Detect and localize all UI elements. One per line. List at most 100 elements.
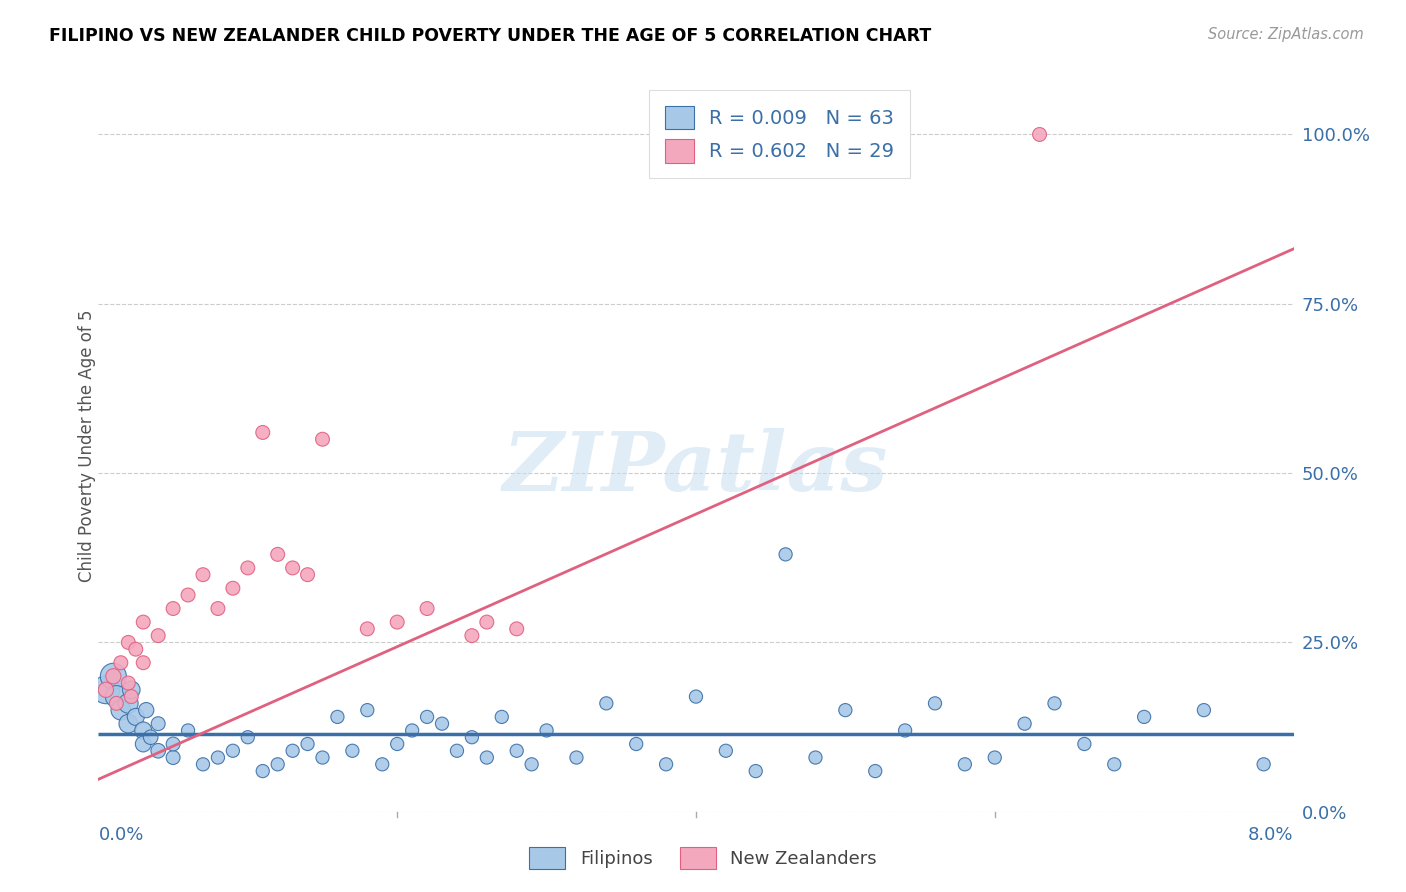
Point bbox=[745, 764, 768, 778]
Point bbox=[207, 750, 229, 764]
Point bbox=[125, 642, 148, 657]
Point bbox=[162, 601, 184, 615]
Point bbox=[371, 757, 394, 772]
Point bbox=[117, 676, 139, 690]
Point bbox=[132, 723, 155, 738]
Point bbox=[117, 697, 139, 711]
Point bbox=[536, 723, 558, 738]
Point bbox=[103, 669, 125, 683]
Legend: R = 0.009   N = 63, R = 0.602   N = 29: R = 0.009 N = 63, R = 0.602 N = 29 bbox=[650, 90, 910, 178]
Point bbox=[775, 547, 797, 561]
Point bbox=[1073, 737, 1095, 751]
Text: FILIPINO VS NEW ZEALANDER CHILD POVERTY UNDER THE AGE OF 5 CORRELATION CHART: FILIPINO VS NEW ZEALANDER CHILD POVERTY … bbox=[49, 27, 931, 45]
Point bbox=[506, 744, 529, 758]
Point bbox=[506, 622, 529, 636]
Point bbox=[685, 690, 707, 704]
Point bbox=[94, 682, 117, 697]
Point bbox=[252, 764, 274, 778]
Point bbox=[191, 567, 214, 582]
Point bbox=[626, 737, 648, 751]
Point bbox=[595, 697, 617, 711]
Point bbox=[446, 744, 468, 758]
Text: ZIPatlas: ZIPatlas bbox=[503, 428, 889, 508]
Point bbox=[132, 737, 155, 751]
Point bbox=[148, 716, 170, 731]
Point bbox=[105, 690, 128, 704]
Point bbox=[148, 629, 170, 643]
Point bbox=[475, 750, 498, 764]
Point bbox=[385, 737, 409, 751]
Point bbox=[416, 601, 439, 615]
Point bbox=[177, 588, 200, 602]
Point bbox=[162, 750, 184, 764]
Point bbox=[953, 757, 976, 772]
Text: 8.0%: 8.0% bbox=[1249, 826, 1294, 845]
Point bbox=[177, 723, 200, 738]
Point bbox=[222, 581, 245, 595]
Point bbox=[94, 682, 117, 697]
Point bbox=[281, 744, 304, 758]
Point bbox=[311, 750, 333, 764]
Point bbox=[252, 425, 274, 440]
Legend: Filipinos, New Zealanders: Filipinos, New Zealanders bbox=[522, 839, 884, 876]
Point bbox=[222, 744, 245, 758]
Point bbox=[236, 561, 259, 575]
Point bbox=[267, 757, 290, 772]
Text: 0.0%: 0.0% bbox=[98, 826, 143, 845]
Point bbox=[297, 737, 319, 751]
Point bbox=[984, 750, 1007, 764]
Point bbox=[461, 629, 484, 643]
Point bbox=[356, 703, 378, 717]
Point bbox=[281, 561, 304, 575]
Point bbox=[865, 764, 887, 778]
Point bbox=[236, 730, 259, 744]
Point bbox=[267, 547, 290, 561]
Point bbox=[132, 656, 155, 670]
Point bbox=[132, 615, 155, 629]
Point bbox=[117, 716, 139, 731]
Point bbox=[1014, 716, 1036, 731]
Point bbox=[804, 750, 827, 764]
Point bbox=[475, 615, 498, 629]
Point bbox=[924, 697, 946, 711]
Point bbox=[1253, 757, 1275, 772]
Point bbox=[148, 744, 170, 758]
Point bbox=[834, 703, 856, 717]
Point bbox=[135, 703, 157, 717]
Point bbox=[326, 710, 349, 724]
Y-axis label: Child Poverty Under the Age of 5: Child Poverty Under the Age of 5 bbox=[79, 310, 96, 582]
Point bbox=[1043, 697, 1066, 711]
Point bbox=[207, 601, 229, 615]
Text: Source: ZipAtlas.com: Source: ZipAtlas.com bbox=[1208, 27, 1364, 42]
Point bbox=[117, 635, 139, 649]
Point bbox=[125, 710, 148, 724]
Point bbox=[120, 682, 142, 697]
Point bbox=[1133, 710, 1156, 724]
Point bbox=[655, 757, 678, 772]
Point bbox=[894, 723, 917, 738]
Point bbox=[342, 744, 364, 758]
Point bbox=[385, 615, 409, 629]
Point bbox=[491, 710, 513, 724]
Point bbox=[1028, 128, 1050, 142]
Point bbox=[1104, 757, 1126, 772]
Point bbox=[110, 703, 132, 717]
Point bbox=[416, 710, 439, 724]
Point bbox=[565, 750, 588, 764]
Point bbox=[401, 723, 423, 738]
Point bbox=[110, 656, 132, 670]
Point bbox=[356, 622, 378, 636]
Point bbox=[430, 716, 453, 731]
Point bbox=[139, 730, 162, 744]
Point bbox=[520, 757, 543, 772]
Point bbox=[191, 757, 214, 772]
Point bbox=[105, 697, 128, 711]
Point bbox=[714, 744, 737, 758]
Point bbox=[461, 730, 484, 744]
Point bbox=[103, 669, 125, 683]
Point bbox=[162, 737, 184, 751]
Point bbox=[297, 567, 319, 582]
Point bbox=[311, 432, 333, 446]
Point bbox=[1192, 703, 1215, 717]
Point bbox=[120, 690, 142, 704]
